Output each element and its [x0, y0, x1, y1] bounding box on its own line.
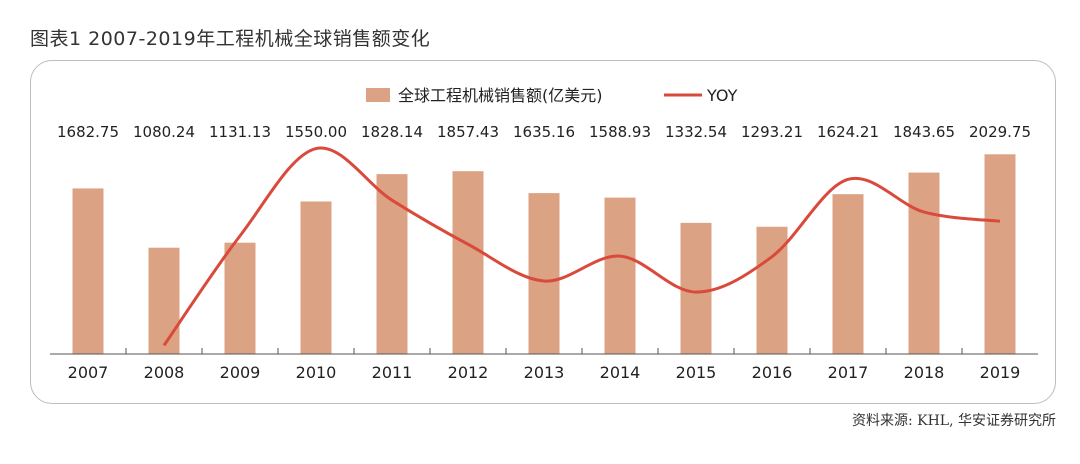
- data-label-2009: 1131.13: [209, 123, 271, 141]
- x-tick-label-2015: 2015: [676, 363, 717, 382]
- data-label-2014: 1588.93: [589, 123, 651, 141]
- bar-2012: [452, 171, 484, 354]
- bar-2015: [680, 222, 712, 354]
- bar-2007: [72, 188, 104, 354]
- data-label-2007: 1682.75: [57, 123, 119, 141]
- x-tick-label-2007: 2007: [68, 363, 109, 382]
- data-label-2019: 2029.75: [969, 123, 1031, 141]
- source-note: 资料来源: KHL, 华安证券研究所: [851, 413, 1056, 429]
- bar-2010: [300, 201, 332, 354]
- x-tick-label-2009: 2009: [220, 363, 261, 382]
- legend-label-line: YOY: [706, 86, 738, 105]
- bar-2011: [376, 174, 408, 354]
- x-tick-label-2014: 2014: [600, 363, 641, 382]
- legend-swatch-bar: [366, 88, 390, 102]
- data-label-2010: 1550.00: [285, 123, 347, 141]
- data-label-2015: 1332.54: [665, 123, 727, 141]
- data-label-2008: 1080.24: [133, 123, 195, 141]
- bar-2014: [604, 197, 636, 354]
- bar-2017: [832, 194, 864, 354]
- bar-2018: [908, 172, 940, 354]
- chart-title: 图表1 2007-2019年工程机械全球销售额变化: [30, 28, 431, 50]
- data-label-2012: 1857.43: [437, 123, 499, 141]
- x-tick-label-2018: 2018: [904, 363, 945, 382]
- legend: 全球工程机械销售额(亿美元) YOY: [366, 86, 738, 105]
- legend-label-bar: 全球工程机械销售额(亿美元): [398, 86, 603, 105]
- data-label-2018: 1843.65: [893, 123, 955, 141]
- data-label-2013: 1635.16: [513, 123, 575, 141]
- x-tick-label-2016: 2016: [752, 363, 793, 382]
- x-tick-label-2013: 2013: [524, 363, 565, 382]
- x-tick-label-2019: 2019: [980, 363, 1021, 382]
- data-label-2016: 1293.21: [741, 123, 803, 141]
- bar-2019: [984, 154, 1016, 354]
- data-label-2011: 1828.14: [361, 123, 423, 141]
- x-tick-label-2011: 2011: [372, 363, 413, 382]
- x-tick-label-2012: 2012: [448, 363, 489, 382]
- chart-frame: [30, 60, 1056, 404]
- yoy-line: [162, 146, 1001, 347]
- x-tick-label-2010: 2010: [296, 363, 337, 382]
- x-tick-label-2017: 2017: [828, 363, 869, 382]
- bar-2008: [148, 247, 180, 354]
- bar-2013: [528, 193, 560, 354]
- data-label-2017: 1624.21: [817, 123, 879, 141]
- bar-2009: [224, 242, 256, 354]
- x-tick-label-2008: 2008: [144, 363, 185, 382]
